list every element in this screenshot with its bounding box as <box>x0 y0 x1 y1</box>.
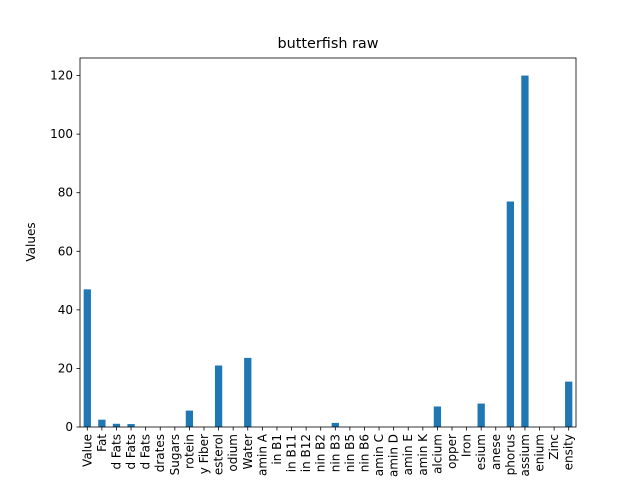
x-tick-label-32: Zinc <box>547 434 561 460</box>
y-tick-label-5: 100 <box>50 127 73 141</box>
bar-17 <box>331 422 339 427</box>
x-tick-label-5: drates <box>153 434 167 472</box>
bar-2 <box>112 423 121 427</box>
y-tick-label-0: 0 <box>65 420 73 434</box>
x-tick-label-2: d Fats <box>109 434 123 470</box>
x-tick-label-17: nin B3 <box>328 434 342 472</box>
x-tick-label-9: esterol <box>212 434 226 475</box>
x-tick-label-1: Fat <box>95 434 109 452</box>
x-tick-label-18: nin B5 <box>343 434 357 472</box>
x-tick-label-23: amin K <box>416 433 430 476</box>
x-tick-label-7: rotein <box>182 434 196 469</box>
y-axis-label: Values <box>24 222 38 261</box>
bars-layer <box>83 75 573 427</box>
x-tick-label-33: ensity <box>562 434 576 470</box>
x-tick-label-13: in B1 <box>270 434 284 465</box>
x-ticks-layer: Value Fat d Fats d Fats d Fats drates Sugars ro… <box>80 427 576 477</box>
plot-frame <box>79 57 577 428</box>
y-tick-label-4: 80 <box>58 186 73 200</box>
x-tick-label-26: Iron <box>460 434 474 457</box>
chart-title: butterfish raw <box>277 36 378 52</box>
x-tick-label-16: nin B2 <box>314 434 328 472</box>
x-tick-label-0: Value <box>80 434 94 467</box>
bar-30 <box>521 75 529 427</box>
bar-27 <box>477 403 485 427</box>
bar-7 <box>185 410 194 427</box>
x-tick-label-22: amin E <box>401 434 415 475</box>
x-tick-label-31: enium <box>533 434 547 472</box>
y-tick-label-3: 60 <box>58 244 73 258</box>
y-ticks-layer: 0 20 40 60 80 100 120 <box>50 69 80 434</box>
bar-33 <box>565 381 573 427</box>
y-tick-label-2: 40 <box>58 303 73 317</box>
x-tick-label-12: amin A <box>255 433 269 476</box>
x-tick-label-3: d Fats <box>124 434 138 470</box>
x-tick-label-27: esium <box>474 434 488 470</box>
x-tick-label-15: in B12 <box>299 434 313 472</box>
x-tick-label-21: amin D <box>387 434 401 477</box>
bar-11 <box>244 357 252 427</box>
x-tick-label-30: assium <box>518 434 532 477</box>
bar-9 <box>214 365 223 427</box>
y-tick-label-6: 120 <box>50 69 73 83</box>
x-tick-label-4: d Fats <box>139 434 153 470</box>
x-tick-label-29: phorus <box>503 434 517 475</box>
bar-0 <box>83 289 91 427</box>
x-tick-label-11: Water <box>241 434 255 470</box>
bar-1 <box>98 419 106 427</box>
bar-24 <box>433 406 442 427</box>
x-tick-label-10: odium <box>226 434 240 472</box>
x-tick-label-14: in B11 <box>285 434 299 472</box>
y-tick-label-1: 20 <box>58 361 73 375</box>
x-tick-label-6: Sugars <box>168 434 182 475</box>
bar-29 <box>506 201 514 427</box>
x-tick-label-28: anese <box>489 434 503 470</box>
x-tick-label-20: amin C <box>372 434 386 476</box>
x-tick-label-24: alcium <box>430 434 444 474</box>
bar-3 <box>127 424 135 427</box>
x-tick-label-19: nin B6 <box>357 434 371 472</box>
x-tick-label-8: y Fiber <box>197 434 211 474</box>
x-tick-label-25: opper <box>445 434 459 469</box>
